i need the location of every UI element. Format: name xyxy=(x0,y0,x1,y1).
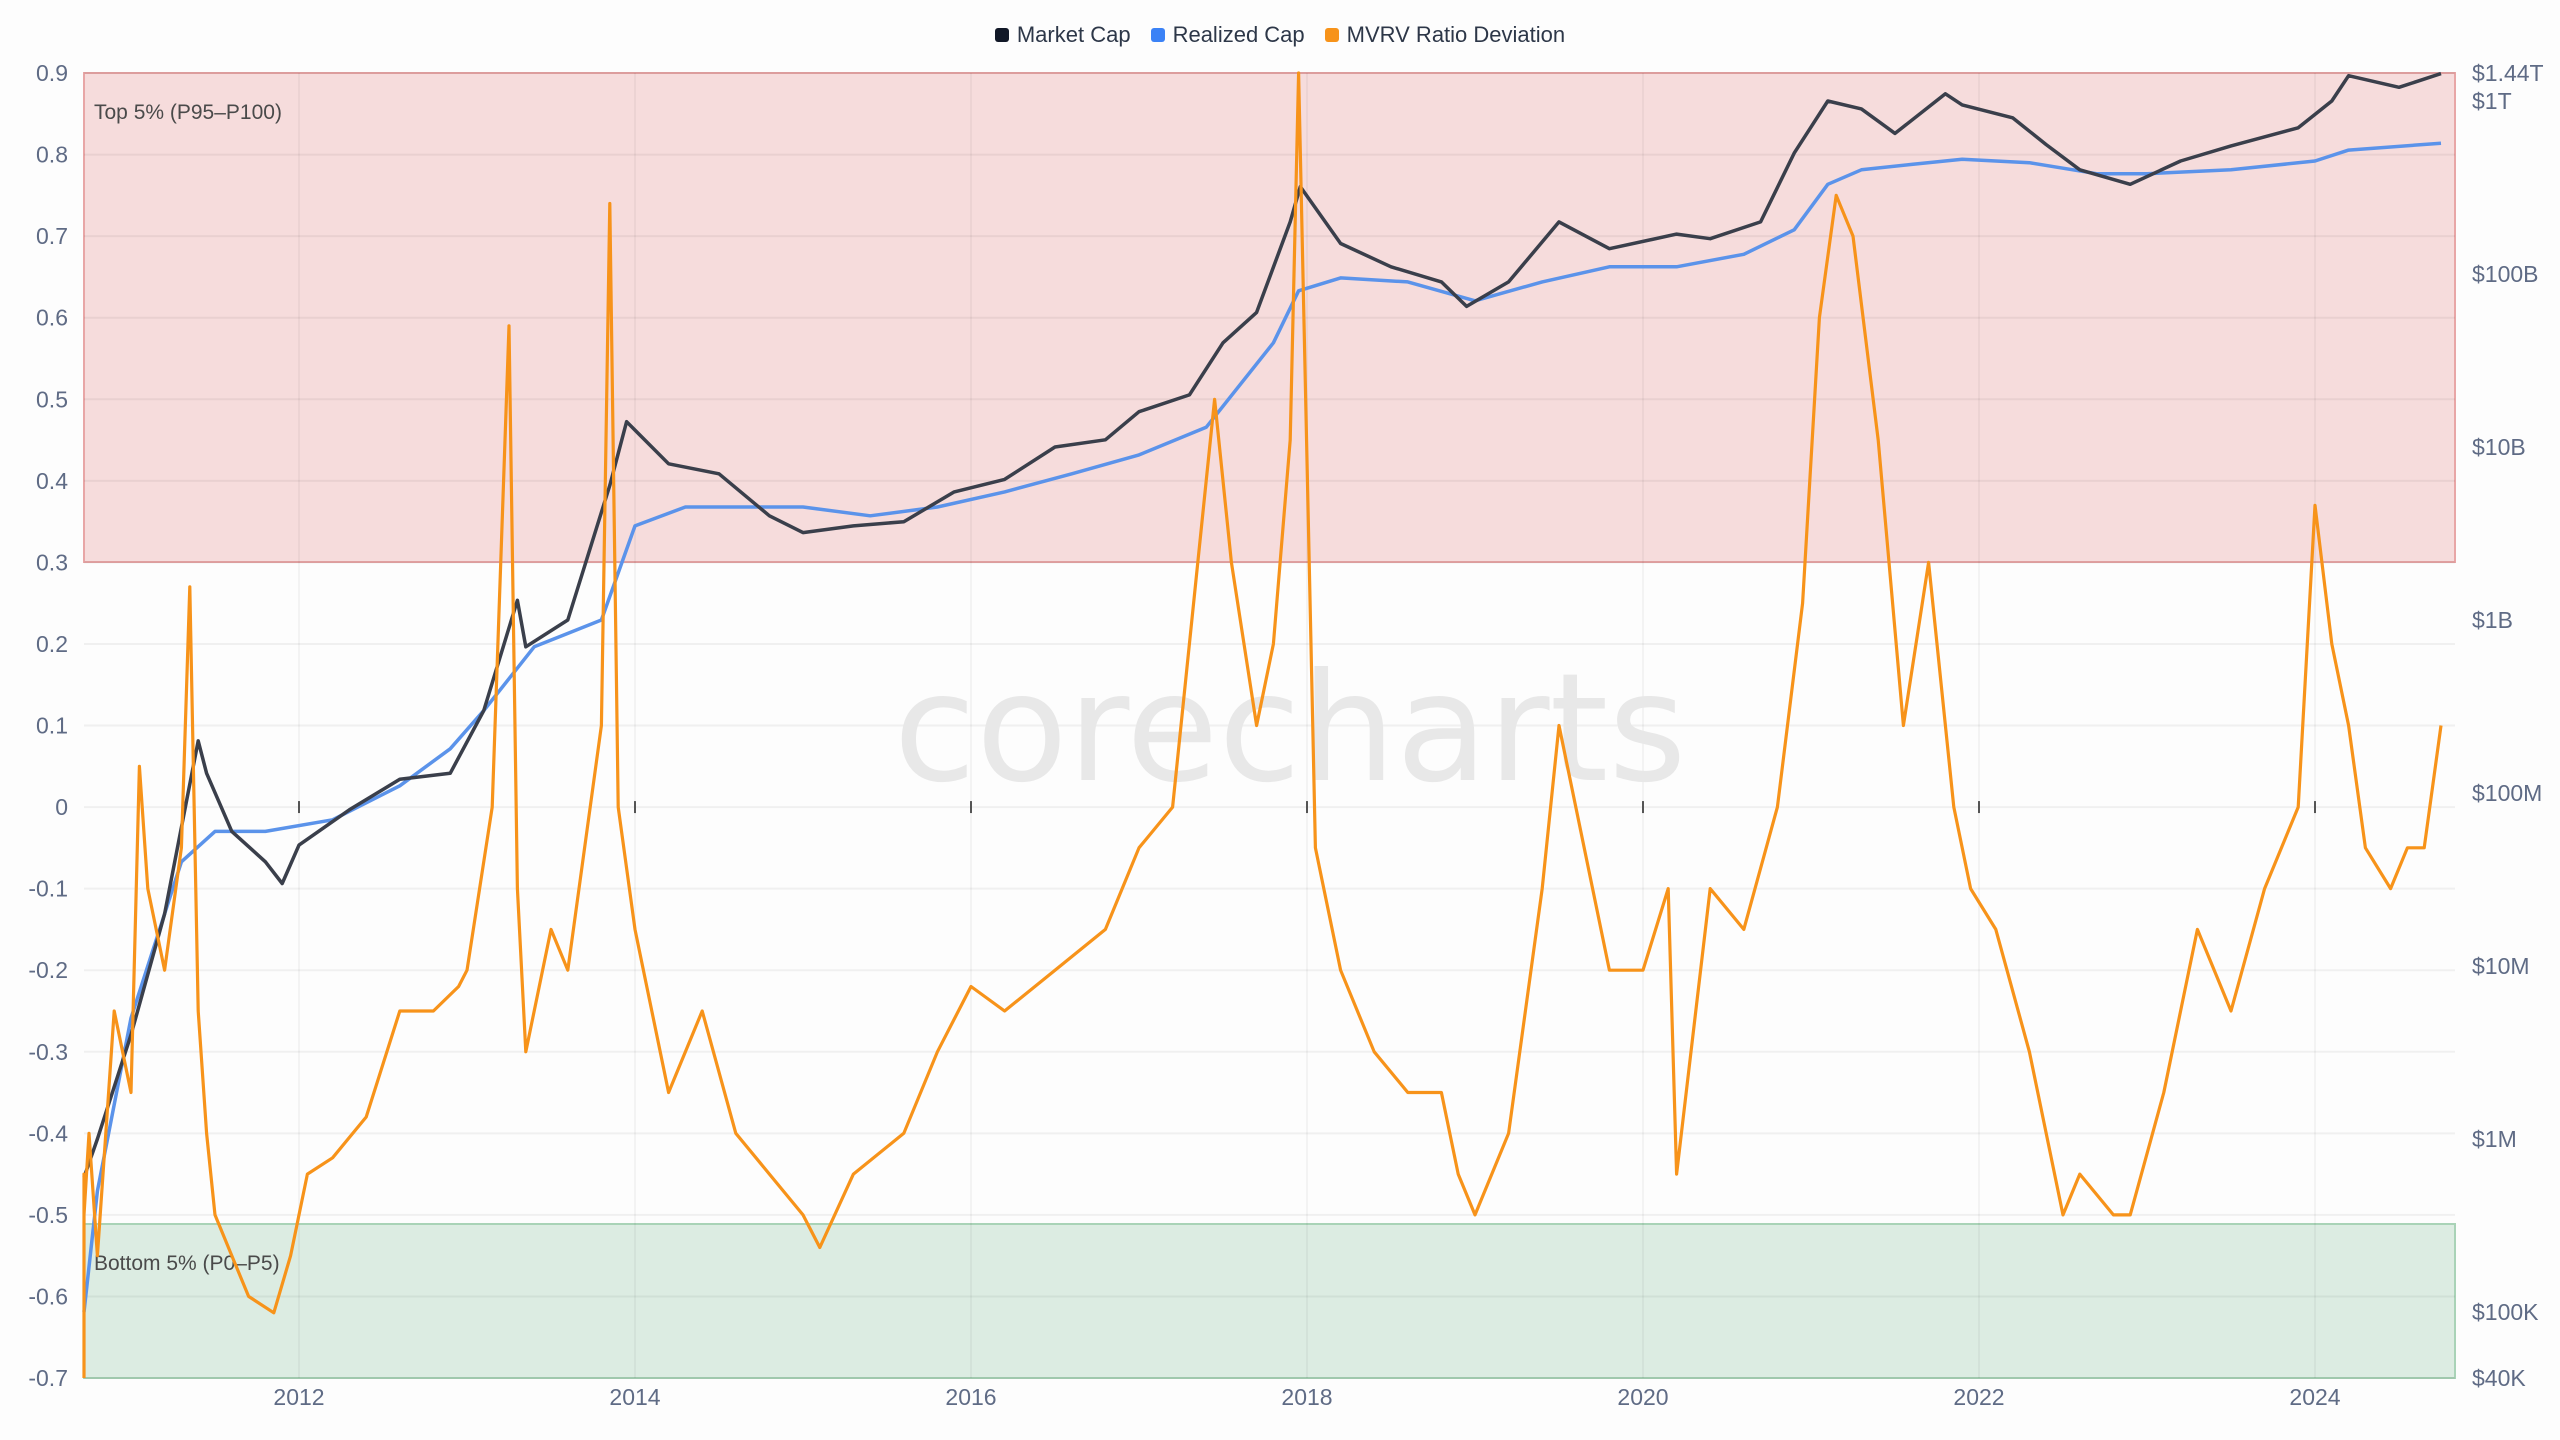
y-left-tick-label: 0.7 xyxy=(36,223,68,249)
y-left-tick-label: 0.1 xyxy=(36,713,68,739)
x-tick-label: 2016 xyxy=(945,1384,996,1410)
legend-item-realized-cap[interactable]: Realized Cap xyxy=(1150,22,1305,48)
legend-label: MVRV Ratio Deviation xyxy=(1346,22,1566,47)
series-line xyxy=(82,71,2442,1178)
series-line xyxy=(82,141,2442,1313)
y-left-tick-label: -0.6 xyxy=(28,1283,68,1309)
y-right-tick-label: $100K xyxy=(2472,1299,2539,1325)
y-left-tick-label: 0.4 xyxy=(36,468,68,494)
bottom-band-label: Bottom 5% (P0–P5) xyxy=(94,1252,280,1275)
y-left-tick-label: 0.5 xyxy=(36,386,68,412)
y-right-tick-label: $40K xyxy=(2472,1365,2526,1391)
x-tick-label: 2022 xyxy=(1953,1384,2004,1410)
chart-legend: Market Cap Realized Cap MVRV Ratio Devia… xyxy=(0,22,2560,48)
y-right-tick-label: $1.44T xyxy=(2472,60,2544,86)
bottom-percentile-band xyxy=(83,1223,2456,1379)
x-tick-label: 2024 xyxy=(2289,1384,2340,1410)
y-right-tick-label: $1M xyxy=(2472,1126,2517,1152)
y-left-tick-label: -0.5 xyxy=(28,1202,68,1228)
y-left-tick-label: 0.6 xyxy=(36,305,68,331)
y-right-tick-label: $10M xyxy=(2472,953,2530,979)
x-tick-label: 2012 xyxy=(273,1384,324,1410)
y-right-tick-label: $1B xyxy=(2472,607,2513,633)
y-left-tick-label: -0.2 xyxy=(28,957,68,983)
series-line xyxy=(82,71,2443,1378)
y-left-tick-label: 0.2 xyxy=(36,631,68,657)
y-left-tick-label: -0.4 xyxy=(28,1120,68,1146)
x-tick-label: 2018 xyxy=(1281,1384,1332,1410)
realized-cap-swatch-icon xyxy=(1150,28,1165,42)
y-right-tick-label: $100B xyxy=(2472,261,2539,287)
market-cap-swatch-icon xyxy=(994,28,1009,42)
x-tick-label: 2020 xyxy=(1617,1384,1668,1410)
y-left-tick-label: -0.7 xyxy=(28,1365,68,1391)
y-axis-right: $1.44T$1T $100B $10B $1B $100M $10M $1M $100K $4… xyxy=(2472,60,2544,1391)
watermark: corecharts xyxy=(894,642,1687,816)
legend-item-mvrv-deviation[interactable]: MVRV Ratio Deviation xyxy=(1324,22,1566,48)
top-band-label: Top 5% (P95–P100) xyxy=(94,101,282,124)
series-layer xyxy=(82,71,2443,1378)
y-left-tick-label: -0.1 xyxy=(28,876,68,902)
y-left-tick-label: -0.3 xyxy=(28,1039,68,1065)
legend-item-market-cap[interactable]: Market Cap xyxy=(994,22,1131,48)
mvrv-swatch-icon xyxy=(1324,28,1339,42)
x-axis: 2012 2014 2016 2018 2020 2022 2024 xyxy=(273,1384,2340,1410)
y-left-tick-label: 0.3 xyxy=(36,549,68,575)
y-right-tick-label: $10B xyxy=(2472,434,2526,460)
y-axis-left: 0.9 0.8 0.7 0.6 0.5 0.4 0.3 0.2 0.1 0 -0.1 -0.2 -0.3… xyxy=(28,60,68,1391)
y-right-tick-label: $100M xyxy=(2472,780,2542,806)
x-tick-label: 2014 xyxy=(609,1384,660,1410)
y-left-tick-label: 0 xyxy=(55,794,68,820)
legend-label: Realized Cap xyxy=(1172,22,1305,47)
y-left-tick-label: 0.8 xyxy=(36,142,68,168)
y-right-tick-label: $1T xyxy=(2472,88,2512,114)
legend-label: Market Cap xyxy=(1016,22,1131,47)
y-left-tick-label: 0.9 xyxy=(36,60,68,86)
